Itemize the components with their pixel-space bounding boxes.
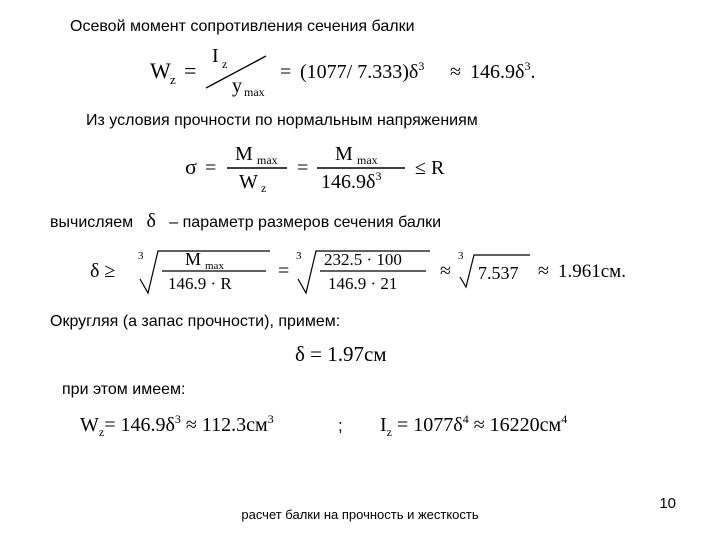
svg-text:max: max: [357, 153, 378, 167]
formula-delta: δ ≥ 3 M max 146.9 · R = 3 232.5 · 100 14…: [50, 241, 680, 301]
svg-text:W: W: [150, 58, 171, 83]
line-rounding: Округляя (а запас прочности), примем:: [50, 313, 680, 331]
svg-text:;: ;: [338, 416, 343, 435]
svg-text:146.9 · R: 146.9 · R: [168, 274, 232, 293]
svg-text:max: max: [244, 85, 265, 99]
svg-text:M: M: [185, 249, 201, 269]
delta-symbol: δ: [147, 210, 156, 232]
formula-sigma: σ = M max W z = M max 146.9δ3 ≤ R: [50, 138, 680, 198]
line-strength-condition: Из условия прочности по нормальным напря…: [50, 112, 680, 130]
svg-text:7.537: 7.537: [478, 263, 519, 283]
svg-text:146.9δ3.: 146.9δ3.: [470, 59, 535, 83]
slide: Осевой момент сопротивления сечения балк…: [0, 0, 720, 540]
svg-text:3: 3: [296, 250, 302, 262]
svg-text:=: =: [184, 58, 196, 83]
svg-text:=: =: [278, 260, 289, 282]
svg-text:M: M: [335, 143, 353, 165]
svg-text:I: I: [212, 45, 219, 67]
formula-section-modulus: W z = I z y max = (1077/ 7.333)δ3 ≈ 146.…: [50, 44, 680, 100]
svg-text:3: 3: [138, 250, 144, 262]
title: Осевой момент сопротивления сечения балк…: [50, 18, 680, 36]
svg-text:146.9δ3: 146.9δ3: [321, 169, 381, 193]
svg-text:δ = 1.97см: δ = 1.97см: [295, 342, 387, 366]
svg-text:≈: ≈: [538, 260, 549, 282]
svg-text:3: 3: [458, 250, 464, 262]
svg-text:max: max: [205, 260, 224, 272]
svg-text:=: =: [205, 157, 216, 179]
svg-text:≤ R: ≤ R: [415, 157, 445, 179]
svg-text:Wz= 146.9δ3 ≈ 112.3см3: Wz= 146.9δ3 ≈ 112.3см3: [80, 412, 274, 439]
svg-text:≈: ≈: [450, 61, 461, 83]
formula-results: Wz= 146.9δ3 ≈ 112.3см3 ; Iz = 1077δ4 ≈ 1…: [50, 407, 680, 443]
svg-text:Iz = 1077δ4 ≈ 16220см4: Iz = 1077δ4 ≈ 16220см4: [380, 412, 567, 439]
formula-delta-value: δ = 1.97см: [50, 339, 680, 369]
svg-text:z: z: [222, 57, 227, 71]
svg-text:y: y: [232, 75, 242, 97]
svg-text:1.961см.: 1.961см.: [558, 261, 626, 282]
param-label: – параметр размеров сечения балки: [169, 214, 441, 231]
svg-text:M: M: [235, 143, 253, 165]
svg-text:146.9 · 21: 146.9 · 21: [328, 274, 397, 293]
svg-text:δ ≥: δ ≥: [90, 260, 115, 282]
svg-text:=: =: [297, 157, 308, 179]
page-number: 10: [659, 495, 676, 512]
footer-caption: расчет балки на прочность и жесткость: [0, 507, 720, 522]
svg-text:(1077/ 7.333)δ3: (1077/ 7.333)δ3: [300, 59, 424, 83]
svg-text:232.5 · 100: 232.5 · 100: [324, 250, 402, 269]
svg-text:W: W: [239, 171, 258, 193]
svg-text:max: max: [257, 153, 278, 167]
svg-text:=: =: [280, 61, 291, 83]
line-have: при этом имеем:: [50, 381, 680, 399]
svg-text:σ: σ: [185, 154, 197, 179]
compute-label: вычисляем: [50, 214, 133, 231]
svg-text:z: z: [261, 181, 266, 195]
line-compute: вычисляем δ – параметр размеров сечения …: [50, 210, 680, 233]
svg-text:z: z: [170, 72, 176, 87]
svg-text:≈: ≈: [440, 260, 451, 282]
